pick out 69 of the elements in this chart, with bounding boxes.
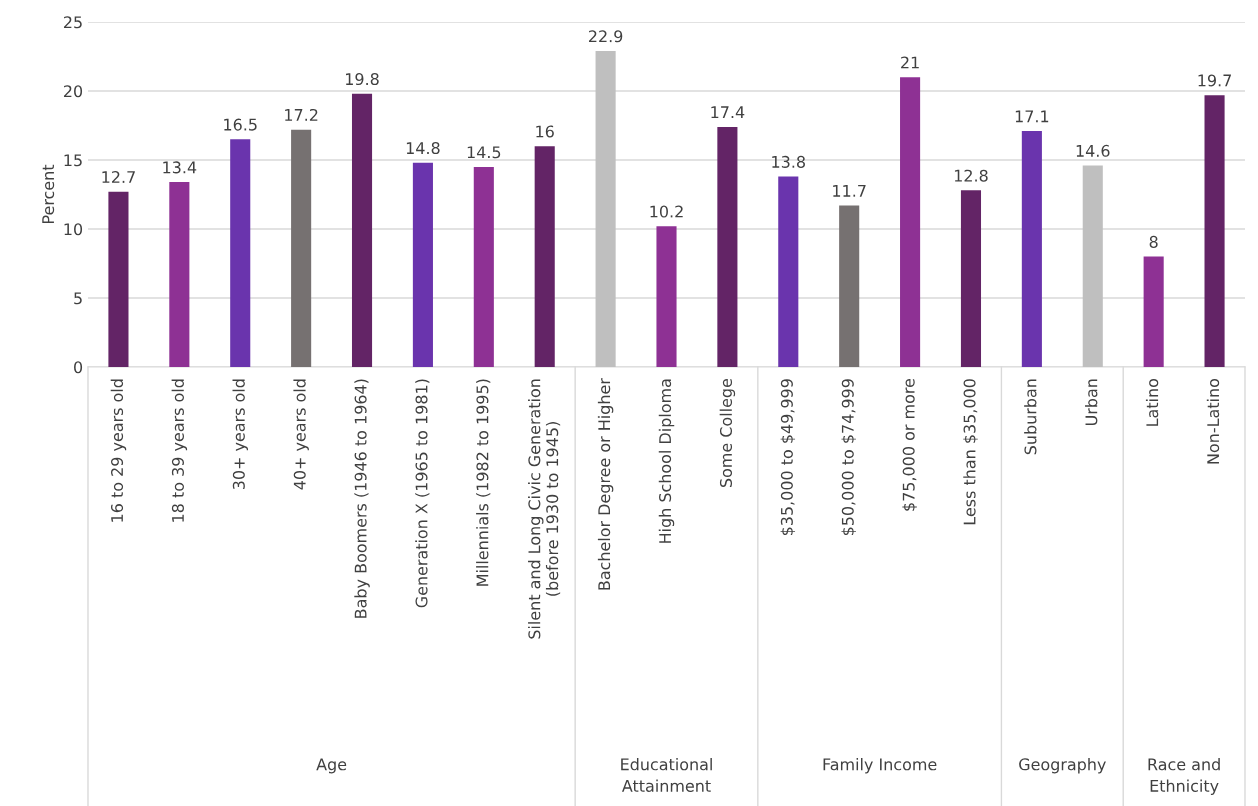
x-tick-label: Latino	[1145, 378, 1159, 426]
data-label: 11.7	[833, 185, 866, 197]
x-tick-label: Baby Boomers (1946 to 1964)	[354, 379, 370, 618]
data-label: 17.1	[1015, 110, 1049, 123]
text: Geography	[1019, 758, 1106, 774]
x-tick-label: Bachelor Degree or Higher	[597, 378, 614, 590]
data-label: 13.8	[772, 155, 805, 168]
bar	[473, 166, 494, 367]
data-label: 13.4	[163, 161, 197, 174]
bar	[1021, 131, 1042, 367]
bar	[351, 93, 373, 367]
bar	[230, 139, 251, 367]
bar	[169, 182, 190, 367]
y-axis-title: Percent	[42, 164, 55, 223]
bar	[960, 190, 982, 367]
data-label: 22.9	[588, 30, 623, 43]
y-tick-label: 15	[64, 154, 82, 167]
x-tick-label: Suburban	[1024, 379, 1037, 455]
x-tick-label: 18 to 39 years old	[171, 379, 188, 522]
x-tick-label: Urban	[1085, 379, 1098, 426]
bar	[839, 205, 860, 367]
x-tick-label: $50,000 to $74,999	[841, 379, 856, 536]
data-label: 14.6	[1076, 144, 1110, 157]
bar	[1082, 165, 1103, 367]
data-label: 16.5	[224, 118, 257, 131]
y-tick-label: 10	[64, 223, 83, 236]
text: Educational Attainment	[621, 758, 712, 792]
bar	[291, 129, 312, 367]
data-label: 19.7	[1198, 74, 1231, 87]
x-tick-label: Non-Latino	[1206, 378, 1220, 464]
x-tick-label: $75,000 or more	[902, 378, 917, 511]
x-tick-label: 30+ years old	[232, 379, 248, 490]
data-label: 19.8	[346, 73, 379, 86]
y-tick-label: 5	[74, 292, 82, 305]
text: Family Income	[823, 758, 937, 774]
data-label: 16	[536, 125, 554, 138]
x-tick-label: High School Diploma	[658, 379, 675, 543]
text: Age	[316, 758, 347, 774]
bar	[717, 126, 738, 367]
bar	[534, 146, 555, 367]
bar	[900, 77, 921, 367]
x-tick-label: Millennials (1982 to 1995)	[476, 379, 491, 586]
y-tick-label: 20	[63, 85, 83, 98]
bar	[656, 226, 677, 367]
bar	[108, 191, 129, 367]
data-label: 12.8	[954, 169, 988, 182]
bar	[1143, 256, 1164, 367]
bar	[778, 176, 799, 367]
y-tick-label: 0	[74, 361, 83, 374]
x-tick-label: 40+ years old	[293, 379, 309, 490]
text: Race and Ethnicity	[1148, 758, 1220, 795]
data-label: 14.8	[406, 142, 440, 155]
bar	[595, 50, 616, 367]
bar	[412, 162, 433, 367]
x-tick-label: Silent and Long Civic Generation (before 1930 to 1945)	[528, 379, 561, 639]
bar	[1204, 95, 1225, 367]
y-tick-label: 25	[63, 16, 82, 29]
data-label: 17.2	[285, 108, 318, 121]
x-tick-label: Less than $35,000	[963, 379, 978, 525]
x-tick-label: 16 to 29 years old	[110, 379, 127, 522]
data-label: 12.7	[102, 171, 135, 183]
x-tick-label: Generation X (1965 to 1981)	[415, 379, 430, 608]
data-label: 8	[1149, 235, 1158, 248]
data-label: 10.2	[650, 205, 683, 218]
data-label: 14.5	[467, 146, 501, 159]
x-tick-label: $35,000 to $49,999	[780, 379, 796, 536]
data-label: 21	[901, 56, 919, 69]
x-tick-label: Some College	[719, 378, 736, 488]
data-label: 17.4	[711, 106, 745, 118]
